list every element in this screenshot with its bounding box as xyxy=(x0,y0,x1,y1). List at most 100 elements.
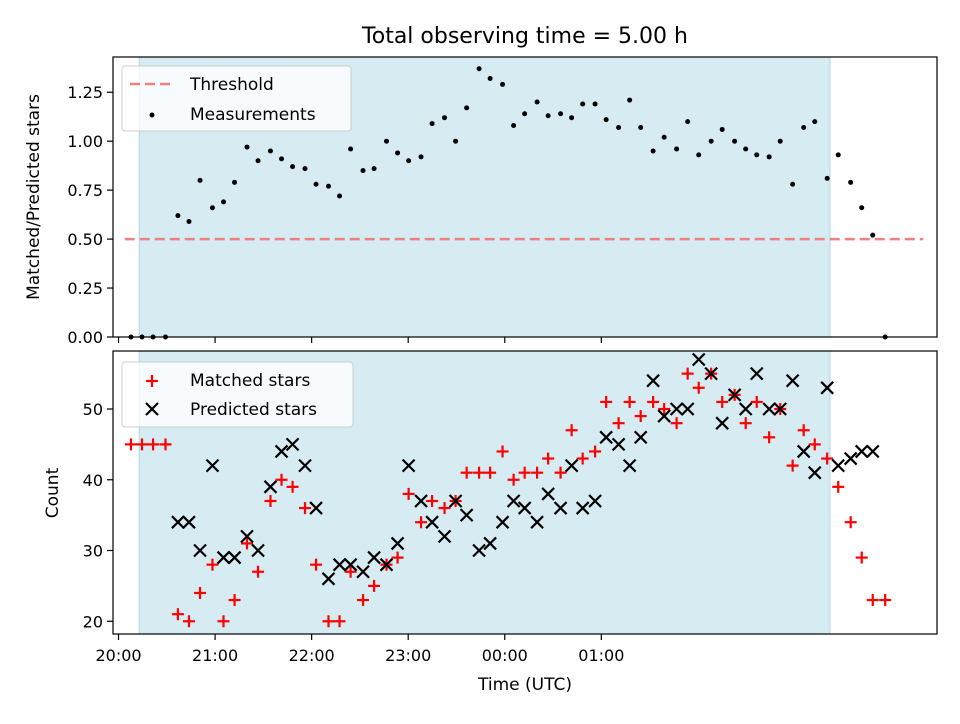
matched-star-point xyxy=(554,466,567,479)
matched-star-point xyxy=(623,395,636,408)
predicted-star-point xyxy=(227,550,242,565)
measurement-point xyxy=(395,150,401,156)
predicted-star-point xyxy=(831,458,846,473)
predicted-star-point xyxy=(865,444,880,459)
predicted-star-point xyxy=(321,572,336,586)
predicted-star-point xyxy=(332,557,347,572)
top-axes-frame xyxy=(112,56,938,338)
chart-title: Total observing time = 5.00 h xyxy=(361,24,688,49)
measurement-point xyxy=(244,144,250,150)
measurement-point xyxy=(313,181,319,187)
legend-measurements-label: Measurements xyxy=(190,105,316,125)
legend-matched-label: Matched stars xyxy=(190,371,310,391)
matched-star-point xyxy=(797,424,810,437)
top-ytick-label: 1.25 xyxy=(67,83,103,102)
predicted-star-point xyxy=(633,430,648,445)
measurement-point xyxy=(603,117,609,123)
predicted-star-point xyxy=(622,458,637,473)
xtick-label: 20:00 xyxy=(95,646,141,665)
top-ytick-label: 0.25 xyxy=(67,279,103,298)
matched-star-point xyxy=(264,494,277,507)
matched-star-point xyxy=(171,608,184,621)
predicted-star-point xyxy=(680,402,695,416)
matched-star-point xyxy=(832,480,845,493)
measurement-point xyxy=(732,138,738,144)
measurement-point xyxy=(592,101,598,107)
predicted-star-point xyxy=(251,543,265,558)
predicted-star-point xyxy=(298,458,312,473)
bottom-axes-frame xyxy=(112,350,938,635)
measurement-point xyxy=(500,81,506,87)
measurement-point xyxy=(661,134,667,140)
predicted-star-point xyxy=(843,451,858,466)
predicted-star-point xyxy=(240,529,254,544)
matched-star-point xyxy=(589,445,602,458)
matched-star-point xyxy=(415,516,428,529)
predicted-star-point xyxy=(356,564,370,579)
predicted-star-point xyxy=(171,515,185,529)
measurement-point xyxy=(545,113,551,119)
legend-predicted-swatch xyxy=(145,402,159,416)
x-axis-label: Time (UTC) xyxy=(477,675,572,695)
matched-star-point xyxy=(426,494,439,507)
measurement-point xyxy=(848,179,854,185)
predicted-star-point xyxy=(611,437,626,452)
predicted-star-point xyxy=(646,373,660,388)
predicted-star-point xyxy=(483,536,497,551)
matched-star-point xyxy=(228,594,241,607)
top-ytick-label: 0.00 xyxy=(67,328,103,347)
measurement-point xyxy=(406,158,412,164)
matched-star-point xyxy=(194,586,207,599)
predicted-star-point xyxy=(691,352,706,367)
measurement-point xyxy=(685,119,691,125)
matched-star-point xyxy=(612,417,625,430)
measurement-point xyxy=(384,138,390,144)
predicted-star-point xyxy=(541,487,555,501)
predicted-star-point xyxy=(657,409,671,423)
measurement-point xyxy=(371,166,377,172)
predicted-star-point xyxy=(274,444,289,459)
predicted-star-point xyxy=(588,494,602,508)
measurement-point xyxy=(476,66,482,72)
measurement-point xyxy=(754,152,760,158)
xtick-label: 22:00 xyxy=(289,646,335,665)
measurement-point xyxy=(616,124,622,130)
bottom-ytick-label: 50 xyxy=(83,400,103,419)
measurement-point xyxy=(743,146,749,152)
measurement-point xyxy=(279,156,285,162)
measurement-point xyxy=(674,146,680,152)
matched-star-point xyxy=(299,502,312,515)
matched-star-point xyxy=(368,579,381,592)
bottom-ytick-label: 30 xyxy=(83,542,103,561)
matched-star-point xyxy=(518,466,531,479)
measurement-point xyxy=(290,164,296,170)
predicted-star-point xyxy=(285,437,300,452)
measurement-point xyxy=(569,115,575,121)
measurement-point xyxy=(790,181,796,187)
measurement-point xyxy=(638,124,644,130)
measurement-point xyxy=(766,154,772,160)
predicted-star-point xyxy=(263,480,278,494)
measurement-point xyxy=(650,148,656,154)
matched-star-point xyxy=(531,466,544,479)
measurement-point xyxy=(696,152,702,158)
matched-star-point xyxy=(681,367,694,380)
predicted-star-point xyxy=(390,536,405,551)
measurement-point xyxy=(719,126,725,132)
matched-star-point xyxy=(879,594,892,607)
legend-matched-swatch xyxy=(146,375,158,387)
measurement-point xyxy=(511,123,517,129)
matched-star-point xyxy=(206,558,219,571)
bottom-y-axis-label: Count xyxy=(43,467,63,518)
matched-star-point xyxy=(322,615,335,628)
predicted-star-point xyxy=(437,529,452,544)
xtick-label: 23:00 xyxy=(385,646,431,665)
matched-star-point xyxy=(484,466,497,479)
bottom-legend-box xyxy=(121,361,354,428)
legend-predicted-label: Predicted stars xyxy=(190,400,317,420)
predicted-star-point xyxy=(425,515,439,529)
bottom-ytick-label: 20 xyxy=(83,612,103,631)
predicted-star-point xyxy=(854,444,869,459)
